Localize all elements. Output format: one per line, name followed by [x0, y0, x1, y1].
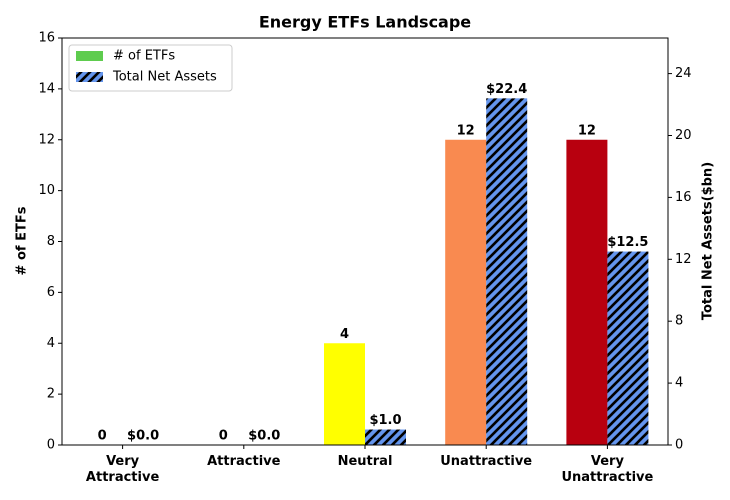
data-label: 4 — [340, 327, 349, 342]
y2-axis-label: Total Net Assets($bn) — [701, 162, 716, 320]
y2-tick-label: 24 — [675, 66, 692, 81]
y2-tick-label: 8 — [675, 314, 683, 329]
y-tick-label: 16 — [38, 31, 55, 46]
y-tick-label: 4 — [47, 336, 55, 351]
data-label: $1.0 — [369, 413, 401, 428]
data-label: 0 — [98, 429, 107, 444]
data-label: 12 — [457, 123, 475, 138]
legend-swatch — [76, 72, 103, 82]
y-tick-label: 12 — [38, 132, 55, 147]
y2-tick-label: 12 — [675, 252, 692, 267]
bar — [324, 343, 365, 445]
legend: # of ETFs Total Net Assets — [68, 44, 233, 92]
y-axis-label: # of ETFs — [15, 206, 30, 275]
chart-title: Energy ETFs Landscape — [259, 13, 471, 32]
x-tick-label: Unattractive — [440, 454, 533, 469]
x-tick-label: Neutral — [337, 454, 393, 469]
x-tick-label: Very Unattractive — [561, 454, 654, 485]
legend-swatch — [76, 51, 103, 61]
x-tick-label: Very Attractive — [85, 454, 160, 485]
y-tick-label: 10 — [38, 183, 55, 198]
y2-tick-label: 16 — [675, 190, 692, 205]
legend-label: Total Net Assets — [112, 70, 217, 85]
y-tick-label: 2 — [47, 387, 55, 402]
data-label: $22.4 — [486, 82, 527, 97]
data-label: 12 — [578, 123, 596, 138]
x-tick-label: Attractive — [207, 454, 281, 469]
bar — [445, 139, 487, 445]
data-label: $12.5 — [607, 235, 648, 250]
y2-tick-label: 0 — [675, 438, 683, 453]
y-tick-label: 0 — [47, 438, 55, 453]
bar — [566, 139, 608, 445]
bar — [486, 98, 528, 446]
legend-box — [68, 44, 233, 92]
y-tick-label: 6 — [47, 285, 55, 300]
bar — [607, 251, 649, 445]
data-label: 0 — [219, 429, 228, 444]
y-tick-label: 14 — [38, 81, 55, 96]
plot-frame — [61, 37, 669, 446]
y-tick-label: 8 — [47, 234, 55, 249]
y2-tick-label: 4 — [675, 376, 683, 391]
y2-tick-label: 20 — [675, 128, 692, 143]
data-label: $0.0 — [127, 429, 159, 444]
legend-label: # of ETFs — [113, 49, 175, 64]
bar — [365, 429, 406, 445]
data-label: $0.0 — [248, 429, 280, 444]
